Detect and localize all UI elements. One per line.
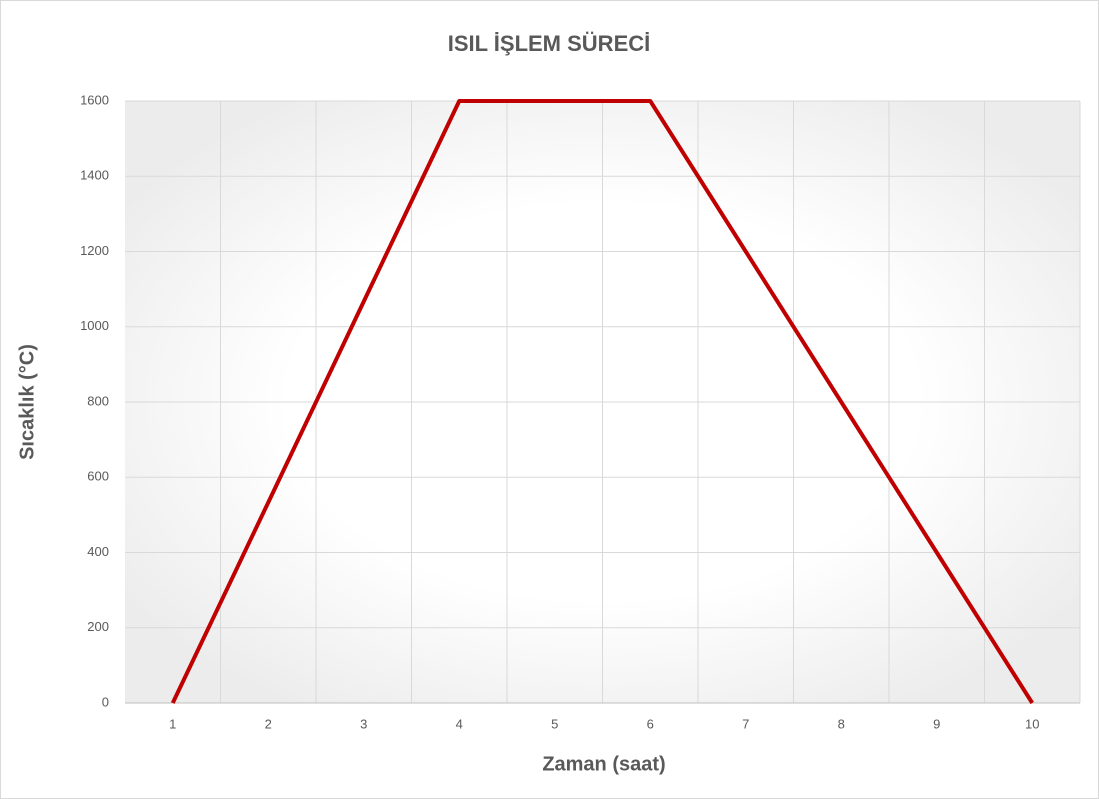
- y-tick-label: 1400: [80, 168, 109, 183]
- x-tick-label: 9: [933, 716, 940, 731]
- x-tick-label: 10: [1025, 716, 1039, 731]
- y-tick-label: 1000: [80, 318, 109, 333]
- y-tick-label: 0: [102, 694, 109, 709]
- y-tick-label: 200: [87, 619, 109, 634]
- y-tick-label: 1600: [80, 92, 109, 107]
- x-tick-label: 6: [647, 716, 654, 731]
- x-tick-label: 7: [742, 716, 749, 731]
- y-tick-label: 1200: [80, 243, 109, 258]
- x-tick-label: 4: [456, 716, 463, 731]
- line-series: [170, 99, 1034, 705]
- x-axis-title: Zaman (saat): [542, 753, 665, 775]
- y-tick-label: 800: [87, 393, 109, 408]
- x-tick-label: 1: [169, 716, 176, 731]
- y-tick-label: 600: [87, 469, 109, 484]
- x-tick-label: 5: [551, 716, 558, 731]
- x-tick-label: 3: [360, 716, 367, 731]
- chart-title: ISIL İŞLEM SÜRECİ: [448, 31, 651, 56]
- y-axis-title: Sıcaklık (°C): [16, 344, 38, 460]
- x-tick-label: 2: [265, 716, 272, 731]
- y-tick-label: 400: [87, 544, 109, 559]
- x-tick-label: 8: [838, 716, 845, 731]
